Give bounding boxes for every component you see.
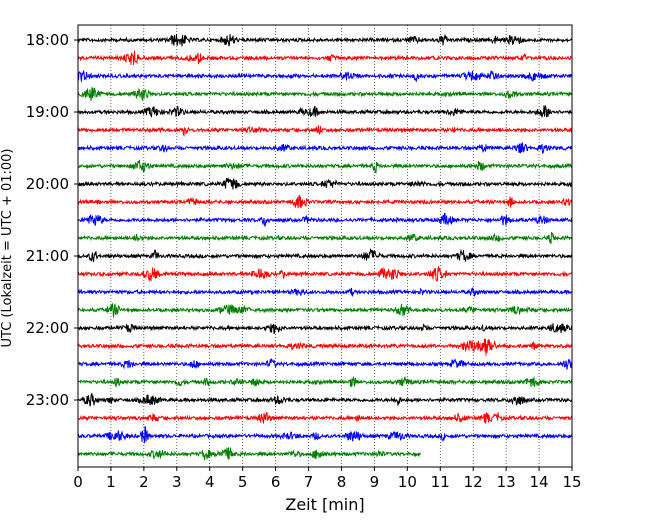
trace-1845 <box>78 87 573 101</box>
trace-1815 <box>77 50 573 65</box>
trace-1915 <box>77 125 573 137</box>
x-tick-label: 1 <box>106 473 116 491</box>
y-tick-label: 21:00 <box>26 247 69 265</box>
plot-area <box>78 25 572 467</box>
trace-1930 <box>77 141 573 154</box>
y-axis-label: UTC (Lokalzeit = UTC + 01:00) <box>0 149 15 348</box>
x-axis: 0 1 2 3 4 5 6 7 8 9 10 11 12 13 14 15 <box>73 467 582 491</box>
x-tick-label: 3 <box>172 473 182 491</box>
y-tick-label: 20:00 <box>26 175 69 193</box>
x-tick-label: 8 <box>337 473 347 491</box>
x-axis-label: Zeit [min] <box>285 495 364 514</box>
x-tick-label: 13 <box>497 473 516 491</box>
x-tick-label: 0 <box>73 473 83 491</box>
trace-2145 <box>77 303 573 318</box>
trace-2100 <box>77 247 573 263</box>
x-tick-label: 2 <box>139 473 149 491</box>
x-tick-label: 6 <box>271 473 281 491</box>
x-tick-label: 9 <box>370 473 380 491</box>
trace-1830 <box>77 69 573 83</box>
x-tick-label: 11 <box>431 473 450 491</box>
trace-2345 <box>77 447 421 461</box>
x-tick-label: 12 <box>464 473 483 491</box>
x-tick-label: 4 <box>205 473 215 491</box>
y-tick-label: 22:00 <box>26 319 69 337</box>
x-tick-label: 15 <box>562 473 581 491</box>
plot-frame <box>77 24 573 468</box>
trace-2330 <box>77 426 573 444</box>
x-tick-label: 14 <box>530 473 549 491</box>
y-tick-label: 19:00 <box>26 103 69 121</box>
y-axis: 18:00 19:00 20:00 21:00 22:00 23:00 <box>26 31 78 409</box>
trace-1945 <box>77 159 573 174</box>
trace-2315 <box>77 412 573 424</box>
x-tick-label: 7 <box>304 473 314 491</box>
trace-2030 <box>77 212 573 228</box>
trace-1800 <box>77 33 573 47</box>
traces <box>77 33 573 461</box>
trace-2130 <box>77 287 573 298</box>
trace-2215 <box>77 338 573 356</box>
y-tick-label: 23:00 <box>26 391 69 409</box>
trace-2045 <box>77 231 573 245</box>
trace-1900 <box>77 104 573 118</box>
x-tick-label: 10 <box>398 473 417 491</box>
trace-2200 <box>77 323 573 335</box>
trace-2245 <box>77 376 573 388</box>
trace-2300 <box>77 393 573 407</box>
trace-2015 <box>77 194 573 209</box>
trace-2000 <box>77 177 573 190</box>
trace-2230 <box>77 357 573 370</box>
trace-2115 <box>77 265 573 283</box>
y-tick-label: 18:00 <box>26 31 69 49</box>
x-tick-label: 5 <box>238 473 248 491</box>
